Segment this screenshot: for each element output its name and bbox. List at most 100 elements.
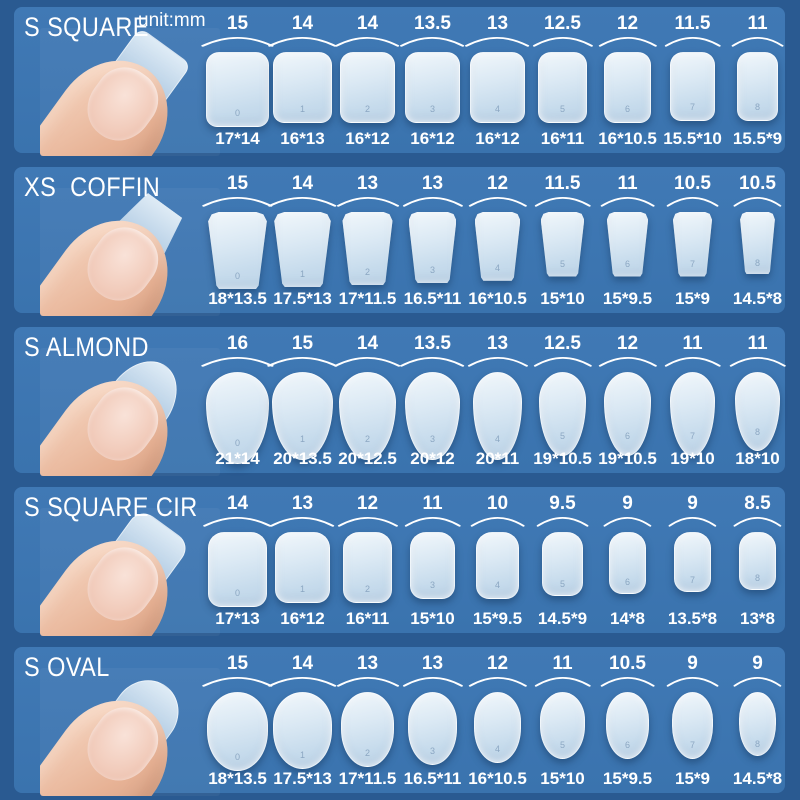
nail-tip: 8 bbox=[736, 52, 779, 121]
tip-width-mm: 10 bbox=[486, 493, 509, 514]
nail-tip: 0 bbox=[207, 692, 268, 772]
nail-tip: 6 bbox=[609, 532, 646, 595]
tips-row: 15 0 17*14 14 1 16*13 14 2 bbox=[201, 7, 790, 153]
tip-engraved-number: 6 bbox=[624, 259, 631, 270]
tip-dimensions: 18*13.5 bbox=[208, 289, 267, 308]
tip-width-mm: 14 bbox=[291, 13, 314, 34]
nail-tip-column: 12.5 5 19*10.5 bbox=[530, 327, 595, 473]
nail-tip-column: 16 0 21*14 bbox=[201, 327, 274, 473]
nail-tip-column: 10.5 8 14.5*8 bbox=[725, 167, 790, 313]
tip-width-mm: 11 bbox=[747, 13, 768, 34]
finger-photo bbox=[40, 188, 220, 316]
tip-width-mm: 11.5 bbox=[544, 173, 581, 194]
tip-dimensions: 15*10 bbox=[410, 609, 455, 628]
nail-tip-wrap: 0 bbox=[208, 528, 267, 633]
nail-tip-wrap: 0 bbox=[208, 208, 267, 313]
row-shape-label: S OVAL bbox=[24, 652, 110, 682]
tips-row: 14 0 17*13 13 1 16*12 12 2 bbox=[203, 487, 790, 633]
tip-width-mm: 13 bbox=[486, 333, 509, 354]
nail-tip: 8 bbox=[740, 212, 775, 275]
tips-row: 15 0 18*13.5 14 1 17.5*13 13 2 bbox=[202, 167, 790, 313]
tip-engraved-number: 4 bbox=[494, 580, 501, 591]
nail-tip: 8 bbox=[739, 692, 776, 757]
size-row: XS COFFIN 15 0 18*13.5 14 1 bbox=[0, 160, 800, 320]
tip-dimensions: 19*10.5 bbox=[533, 449, 592, 468]
nail-tip-wrap: 5 bbox=[540, 208, 585, 313]
nail-tip: 2 bbox=[340, 52, 395, 123]
nail-tip: 6 bbox=[603, 372, 652, 456]
nail-tip-wrap: 5 bbox=[538, 368, 587, 473]
nail-tip: 5 bbox=[537, 52, 588, 123]
nail-tip-column: 11 5 15*10 bbox=[530, 647, 595, 793]
nail-tip-wrap: 1 bbox=[275, 528, 330, 633]
nail-tip-column: 12 4 16*10.5 bbox=[465, 167, 530, 313]
width-arc-icon bbox=[533, 357, 592, 367]
tip-engraved-number: 3 bbox=[429, 104, 436, 115]
tip-dimensions: 14.5*8 bbox=[732, 769, 783, 788]
tip-engraved-number: 0 bbox=[234, 270, 241, 281]
nail-tip-column: 11 8 18*10 bbox=[725, 327, 790, 473]
tip-engraved-number: 3 bbox=[429, 746, 436, 757]
nail-tip-column: 13 4 16*12 bbox=[465, 7, 530, 153]
nail-tip: 6 bbox=[603, 52, 652, 123]
width-arc-icon bbox=[598, 357, 657, 367]
nail-tip-wrap: 8 bbox=[739, 528, 776, 633]
size-row: S SQUARE CIR 14 0 17*13 13 1 bbox=[0, 480, 800, 640]
nail-tip: 7 bbox=[674, 532, 711, 593]
nail-tip-wrap: 6 bbox=[606, 208, 649, 313]
tip-engraved-number: 2 bbox=[364, 584, 371, 595]
nail-tip-column: 11 6 15*9.5 bbox=[595, 167, 660, 313]
tip-dimensions: 15*9.5 bbox=[602, 289, 653, 308]
tip-dimensions: 15.5*9 bbox=[732, 129, 783, 148]
nail-tip: 1 bbox=[273, 692, 332, 770]
nail-tip: 3 bbox=[407, 692, 458, 765]
nail-tip-wrap: 3 bbox=[407, 688, 458, 793]
nail-tip-column: 15 1 20*13.5 bbox=[267, 327, 338, 473]
width-arc-icon bbox=[268, 37, 337, 47]
nail-tip-column: 10 4 15*9.5 bbox=[465, 487, 530, 633]
tip-width-mm: 14 bbox=[356, 13, 379, 34]
nail-tip-wrap: 1 bbox=[274, 208, 331, 313]
nail-tip-column: 14 1 16*13 bbox=[268, 7, 337, 153]
tip-width-mm: 9 bbox=[622, 493, 633, 514]
width-arc-icon bbox=[268, 677, 337, 687]
nail-tip: 5 bbox=[540, 212, 585, 277]
nail-tip-column: 14 1 17.5*13 bbox=[268, 167, 337, 313]
finger-photo bbox=[40, 508, 220, 636]
tip-width-mm: 11 bbox=[552, 653, 573, 674]
tip-dimensions: 15.5*10 bbox=[663, 129, 722, 148]
width-arc-icon bbox=[731, 37, 784, 47]
nail-tip-wrap: 0 bbox=[206, 368, 269, 473]
tip-dimensions: 20*13.5 bbox=[273, 449, 332, 468]
nail-tip: 4 bbox=[475, 532, 520, 599]
tip-dimensions: 17*11.5 bbox=[338, 769, 397, 788]
nail-tip-column: 12 6 19*10.5 bbox=[595, 327, 660, 473]
width-arc-icon bbox=[335, 37, 400, 47]
tip-dimensions: 15*9.5 bbox=[472, 609, 523, 628]
tip-width-mm: 14 bbox=[356, 333, 379, 354]
width-arc-icon bbox=[470, 517, 525, 527]
nail-tip: 4 bbox=[473, 692, 522, 763]
width-arc-icon bbox=[536, 517, 589, 527]
tip-dimensions: 20*12.5 bbox=[338, 449, 397, 468]
nail-tip: 4 bbox=[474, 212, 521, 281]
tip-engraved-number: 0 bbox=[234, 751, 241, 762]
nail-tip-wrap: 3 bbox=[405, 368, 460, 473]
nail-tip-column: 14 2 20*12.5 bbox=[334, 327, 401, 473]
tip-dimensions: 16*12 bbox=[410, 129, 455, 148]
nail-tip-wrap: 8 bbox=[734, 368, 781, 473]
tip-dimensions: 17*11.5 bbox=[338, 289, 397, 308]
nail-tip-wrap: 2 bbox=[341, 688, 394, 793]
tip-engraved-number: 3 bbox=[429, 434, 436, 445]
tip-width-mm: 12 bbox=[486, 653, 509, 674]
tip-width-mm: 15 bbox=[291, 333, 314, 354]
tip-engraved-number: 2 bbox=[364, 434, 371, 445]
nail-tip: 2 bbox=[341, 692, 394, 768]
tip-dimensions: 20*12 bbox=[410, 449, 455, 468]
nail-tip-wrap: 7 bbox=[671, 688, 714, 793]
width-arc-icon bbox=[465, 37, 530, 47]
tip-dimensions: 19*10 bbox=[670, 449, 715, 468]
width-arc-icon bbox=[664, 37, 721, 47]
tip-engraved-number: 0 bbox=[234, 108, 240, 119]
nail-tip-wrap: 3 bbox=[408, 208, 457, 313]
